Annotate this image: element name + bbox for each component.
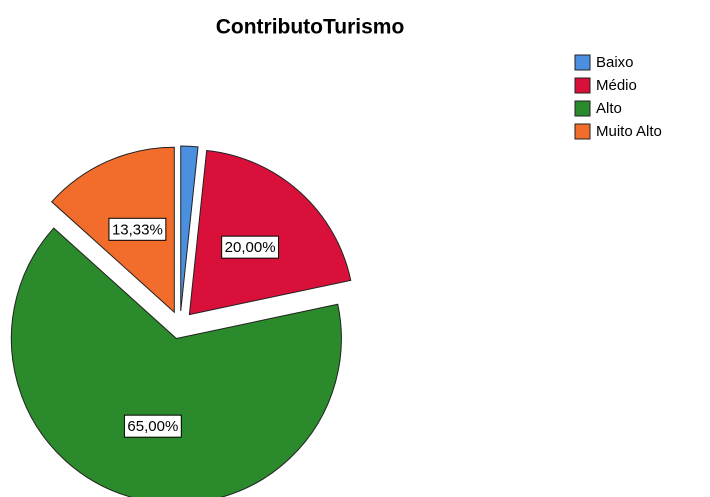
legend-label: Alto — [596, 100, 622, 117]
legend-swatch — [574, 123, 591, 140]
pie-slice — [10, 227, 342, 497]
legend-swatch — [574, 77, 591, 94]
legend-label: Baixo — [596, 54, 634, 71]
value-label: 13,33% — [112, 221, 163, 238]
value-label: 20,00% — [225, 239, 276, 256]
pie-slice — [180, 145, 199, 312]
legend-swatch — [574, 100, 591, 117]
value-label-box — [221, 235, 280, 259]
legend-label: Muito Alto — [596, 123, 662, 140]
legend-label: Médio — [596, 77, 637, 94]
value-label-box — [108, 217, 167, 241]
legend-swatch — [574, 54, 591, 71]
value-label-box — [123, 414, 182, 438]
pie-slice — [188, 149, 352, 316]
value-label: 65,00% — [127, 418, 178, 435]
chart-title: ContributoTurismo — [216, 16, 405, 39]
